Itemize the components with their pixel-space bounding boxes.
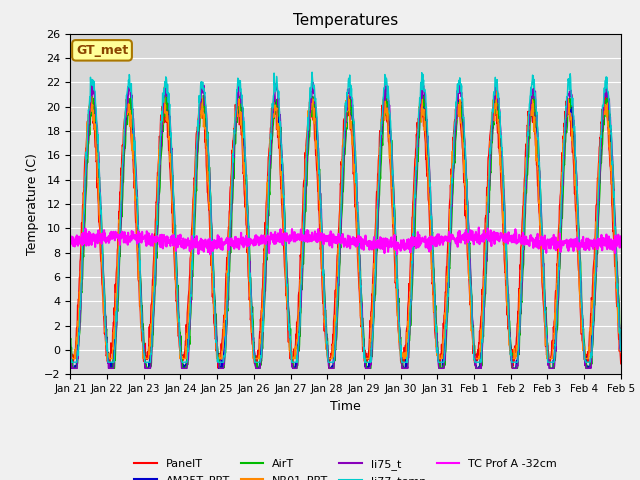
Line: AM25T_PRT: AM25T_PRT xyxy=(70,95,621,368)
Title: Temperatures: Temperatures xyxy=(293,13,398,28)
TC Prof A -32cm xyxy=(152,234,160,240)
li77_temp xyxy=(476,360,484,365)
AirT xyxy=(476,365,484,371)
NR01_PRT xyxy=(67,356,75,361)
li75_t xyxy=(557,226,564,231)
li77_temp xyxy=(67,348,74,353)
TC Prof A -32cm xyxy=(611,240,618,246)
AirT xyxy=(617,336,625,341)
AM25T_PRT xyxy=(611,216,618,222)
PanelT xyxy=(611,248,618,253)
Line: li77_temp: li77_temp xyxy=(70,72,621,362)
TC Prof A -32cm xyxy=(476,235,484,241)
li75_t xyxy=(617,348,625,354)
NR01_PRT xyxy=(321,325,329,331)
NR01_PRT xyxy=(153,203,161,208)
TC Prof A -32cm xyxy=(617,234,625,240)
li77_temp xyxy=(308,69,316,75)
li75_t xyxy=(67,343,74,349)
PanelT xyxy=(153,189,161,194)
AM25T_PRT xyxy=(67,342,74,348)
li75_t xyxy=(321,301,329,307)
AirT xyxy=(67,337,74,343)
TC Prof A -32cm xyxy=(207,252,214,257)
Line: PanelT: PanelT xyxy=(70,95,621,368)
NR01_PRT xyxy=(332,316,340,322)
AM25T_PRT xyxy=(321,309,329,314)
AirT xyxy=(321,308,329,314)
PanelT xyxy=(476,328,483,334)
Line: li75_t: li75_t xyxy=(70,80,621,368)
TC Prof A -32cm xyxy=(321,238,329,244)
AirT xyxy=(557,245,564,251)
Line: TC Prof A -32cm: TC Prof A -32cm xyxy=(70,228,621,254)
AM25T_PRT xyxy=(68,365,76,371)
PanelT xyxy=(106,365,114,371)
TC Prof A -32cm xyxy=(332,234,339,240)
PanelT xyxy=(332,287,339,293)
li77_temp xyxy=(321,316,329,322)
li75_t xyxy=(492,77,499,83)
PanelT xyxy=(67,351,74,357)
li77_temp xyxy=(557,222,564,228)
li77_temp xyxy=(617,344,625,350)
PanelT xyxy=(601,92,609,98)
li75_t xyxy=(476,365,483,371)
Text: GT_met: GT_met xyxy=(76,44,128,57)
NR01_PRT xyxy=(617,349,625,355)
li77_temp xyxy=(611,198,618,204)
X-axis label: Time: Time xyxy=(330,400,361,413)
AM25T_PRT xyxy=(332,336,339,342)
AM25T_PRT xyxy=(420,92,428,98)
Y-axis label: Temperature (C): Temperature (C) xyxy=(26,153,38,255)
li77_temp xyxy=(153,219,161,225)
Legend: PanelT, AM25T_PRT, AirT, NR01_PRT, li75_t, li77_temp, TC Prof A -32cm: PanelT, AM25T_PRT, AirT, NR01_PRT, li75_… xyxy=(130,455,561,480)
AirT xyxy=(154,244,161,250)
Line: NR01_PRT: NR01_PRT xyxy=(70,87,621,359)
PanelT xyxy=(617,361,625,367)
li77_temp xyxy=(67,360,75,365)
TC Prof A -32cm xyxy=(557,249,564,255)
AirT xyxy=(611,204,618,210)
AM25T_PRT xyxy=(617,337,625,343)
NR01_PRT xyxy=(611,242,618,248)
AirT xyxy=(332,347,340,353)
AM25T_PRT xyxy=(557,227,564,233)
NR01_PRT xyxy=(476,346,484,351)
PanelT xyxy=(321,328,329,334)
PanelT xyxy=(556,193,564,199)
Line: AirT: AirT xyxy=(70,92,621,368)
li75_t xyxy=(611,200,618,205)
li75_t xyxy=(153,233,161,239)
AirT xyxy=(127,89,135,95)
li75_t xyxy=(68,365,76,371)
NR01_PRT xyxy=(557,206,564,212)
TC Prof A -32cm xyxy=(67,233,74,239)
li77_temp xyxy=(332,329,340,335)
AirT xyxy=(69,365,77,371)
NR01_PRT xyxy=(161,84,168,90)
li75_t xyxy=(332,345,339,351)
NR01_PRT xyxy=(67,349,74,355)
AM25T_PRT xyxy=(476,360,484,365)
AM25T_PRT xyxy=(153,231,161,237)
TC Prof A -32cm xyxy=(475,225,483,230)
